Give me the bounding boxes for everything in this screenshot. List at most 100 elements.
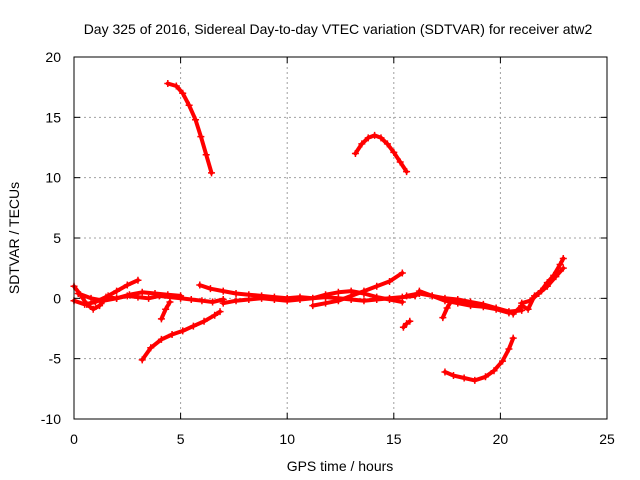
data-point [245, 296, 253, 304]
data-point [358, 140, 366, 148]
data-point [189, 322, 197, 330]
data-point [490, 367, 498, 375]
data-point [334, 297, 342, 305]
data-point [390, 148, 398, 156]
series-rise-end [509, 255, 567, 318]
data-point [443, 304, 451, 312]
data-point [398, 269, 406, 277]
data-point [87, 294, 95, 302]
data-point [179, 89, 187, 97]
data-point [89, 305, 97, 313]
data-point [232, 297, 240, 305]
data-point [202, 151, 210, 159]
data-point [209, 298, 217, 306]
data-point [206, 285, 214, 293]
series-blip-1 [399, 317, 414, 331]
data-point [168, 331, 176, 339]
series-arc-high-1 [164, 80, 216, 177]
data-point [371, 131, 379, 139]
data-point [428, 292, 436, 300]
data-point [198, 297, 206, 305]
data-point [162, 305, 170, 313]
data-point [535, 290, 543, 298]
y-tick-label: -5 [49, 351, 62, 367]
data-point [509, 310, 517, 318]
x-tick-label: 25 [599, 431, 615, 447]
series-base-5 [219, 287, 406, 307]
data-point [499, 357, 507, 365]
data-point [322, 299, 330, 307]
data-point [334, 288, 342, 296]
data-point [74, 290, 82, 298]
data-point [492, 305, 500, 313]
data-point [439, 314, 447, 322]
data-point [360, 297, 368, 305]
series-arc-low-1 [138, 308, 224, 364]
data-point [177, 292, 185, 300]
data-point [179, 327, 187, 335]
data-point [454, 299, 462, 307]
data-point [518, 299, 526, 307]
x-tick-label: 0 [70, 431, 78, 447]
data-point [415, 287, 423, 295]
data-point [471, 376, 479, 384]
data-point [360, 287, 368, 295]
data-point [559, 255, 567, 263]
data-point [270, 296, 278, 304]
data-point [441, 368, 449, 376]
data-point [100, 297, 108, 305]
y-tick-label: 15 [45, 109, 61, 125]
data-point [509, 334, 517, 342]
x-tick-label: 5 [177, 431, 185, 447]
data-point [552, 273, 560, 281]
series-base-8 [415, 287, 513, 317]
data-point [172, 82, 180, 90]
data-point [396, 158, 404, 166]
x-tick-label: 20 [493, 431, 509, 447]
data-point [192, 116, 200, 124]
data-point [164, 291, 172, 299]
series-rise-end-2 [518, 264, 567, 307]
data-point [467, 302, 475, 310]
data-point [187, 296, 195, 304]
data-point [197, 133, 205, 141]
y-tick-labels: -10 -5 0 5 10 15 20 [41, 49, 61, 427]
data-point [157, 335, 165, 343]
data-point [347, 292, 355, 300]
y-tick-label: 0 [53, 290, 61, 306]
data-point [398, 298, 406, 306]
data-point [479, 303, 487, 311]
x-axis-label: GPS time / hours [287, 458, 394, 474]
data-point [208, 169, 216, 177]
data-point [219, 287, 227, 295]
data-point [164, 80, 172, 88]
data-point [377, 134, 385, 142]
data-point [543, 282, 551, 290]
series-spike-2 [439, 297, 455, 322]
data-point [196, 281, 204, 289]
data-point [441, 297, 449, 305]
data-point [364, 134, 372, 142]
data-point [460, 374, 468, 382]
series-layer [70, 80, 567, 384]
x-tick-label: 10 [279, 431, 295, 447]
y-axis-label: SDTVAR / TECUs [6, 182, 22, 294]
data-point [383, 140, 391, 148]
data-point [134, 276, 142, 284]
data-point [113, 294, 121, 302]
y-tick-label: -10 [41, 411, 61, 427]
data-point [145, 294, 153, 302]
grid [74, 57, 607, 419]
data-point [373, 293, 381, 301]
series-spike-1 [157, 298, 174, 323]
data-point [373, 282, 381, 290]
data-point [166, 298, 174, 306]
data-point [505, 345, 513, 353]
data-point [216, 308, 224, 316]
data-point [125, 291, 133, 299]
data-point [309, 294, 317, 302]
data-point [309, 302, 317, 310]
data-point [556, 261, 564, 269]
data-point [322, 291, 330, 299]
